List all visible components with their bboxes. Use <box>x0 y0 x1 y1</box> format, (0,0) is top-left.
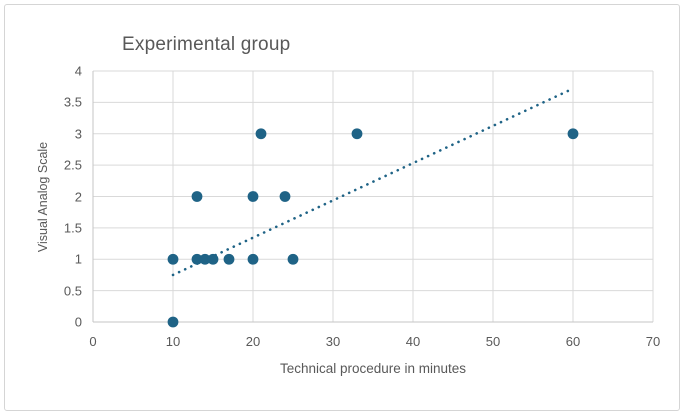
x-tick-label: 60 <box>565 334 581 349</box>
x-tick-label: 10 <box>165 334 181 349</box>
data-point <box>351 128 363 140</box>
chart-title: Experimental group <box>122 34 291 55</box>
data-point <box>191 253 203 265</box>
x-tick-label: 40 <box>405 334 421 349</box>
data-point <box>247 253 259 265</box>
x-tick-label: 20 <box>245 334 261 349</box>
y-tick-label: 3 <box>74 126 82 142</box>
y-tick-label: 0.5 <box>63 283 82 299</box>
x-tick-label: 50 <box>485 334 501 349</box>
y-tick-label: 2 <box>74 189 82 204</box>
data-point <box>167 253 179 265</box>
data-point <box>167 316 179 328</box>
plot-area <box>92 70 654 328</box>
x-axis-title: Technical procedure in minutes <box>279 361 467 376</box>
x-tick-label: 0 <box>89 334 97 349</box>
data-point <box>247 191 259 202</box>
data-point <box>207 253 219 265</box>
y-tick-label: 1.5 <box>63 220 82 236</box>
data-point <box>255 128 267 140</box>
data-point <box>199 253 211 265</box>
y-axis-title: Visual Analog Scale <box>36 141 50 253</box>
data-point <box>279 191 291 202</box>
data-point <box>191 191 203 202</box>
trendline <box>171 87 575 277</box>
x-tick-label: 70 <box>645 334 661 349</box>
x-tick-label: 30 <box>325 334 341 349</box>
y-tick-label: 4 <box>74 63 82 79</box>
y-tick-label: 2.5 <box>63 157 82 173</box>
y-tick-label: 0 <box>74 314 82 330</box>
data-point <box>567 128 579 140</box>
y-tick-label: 3.5 <box>63 94 82 110</box>
data-point <box>223 253 235 265</box>
chart-frame-border <box>4 4 680 411</box>
data-point <box>287 253 299 265</box>
scatter-plot-svg <box>92 70 654 328</box>
y-tick-label: 1 <box>74 251 82 267</box>
